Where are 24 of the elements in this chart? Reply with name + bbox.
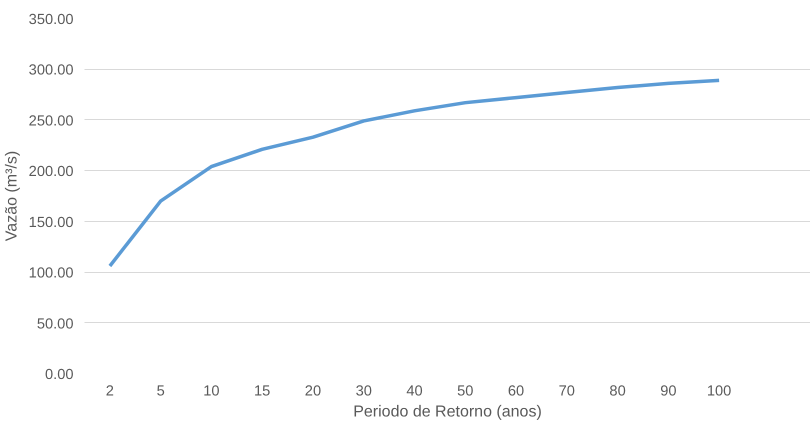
x-tick-label: 2 [106,384,114,400]
x-tick-label: 20 [304,384,322,400]
x-tick-label: 100 [706,384,732,400]
y-axis-title: Vazão (m³/s) [4,150,21,242]
x-tick-label: 50 [457,384,474,400]
y-tick-label: 100.00 [28,266,74,282]
x-tick-label: 15 [254,384,270,400]
y-tick-label: 200.00 [28,164,74,180]
x-tick-label: 60 [508,384,524,400]
y-tick-label: 300.00 [28,62,74,79]
y-tick-label: 350.00 [28,12,74,28]
x-tick-label: 40 [406,384,423,400]
x-axis-title: Periodo de Retorno (anos) [353,404,542,420]
x-tick-label: 90 [660,384,677,400]
x-tick-label: 5 [156,384,165,400]
y-tick-label: 250.00 [28,113,74,130]
x-tick-label: 70 [558,384,575,400]
y-tick-label: 50.00 [36,316,74,332]
line-series [108,78,721,268]
y-tick-label: 0.00 [44,367,74,383]
y-tick-label: 150.00 [28,214,74,231]
x-tick-label: 80 [609,384,626,400]
x-tick-label: 30 [356,384,372,400]
x-tick-label: 10 [203,384,220,400]
